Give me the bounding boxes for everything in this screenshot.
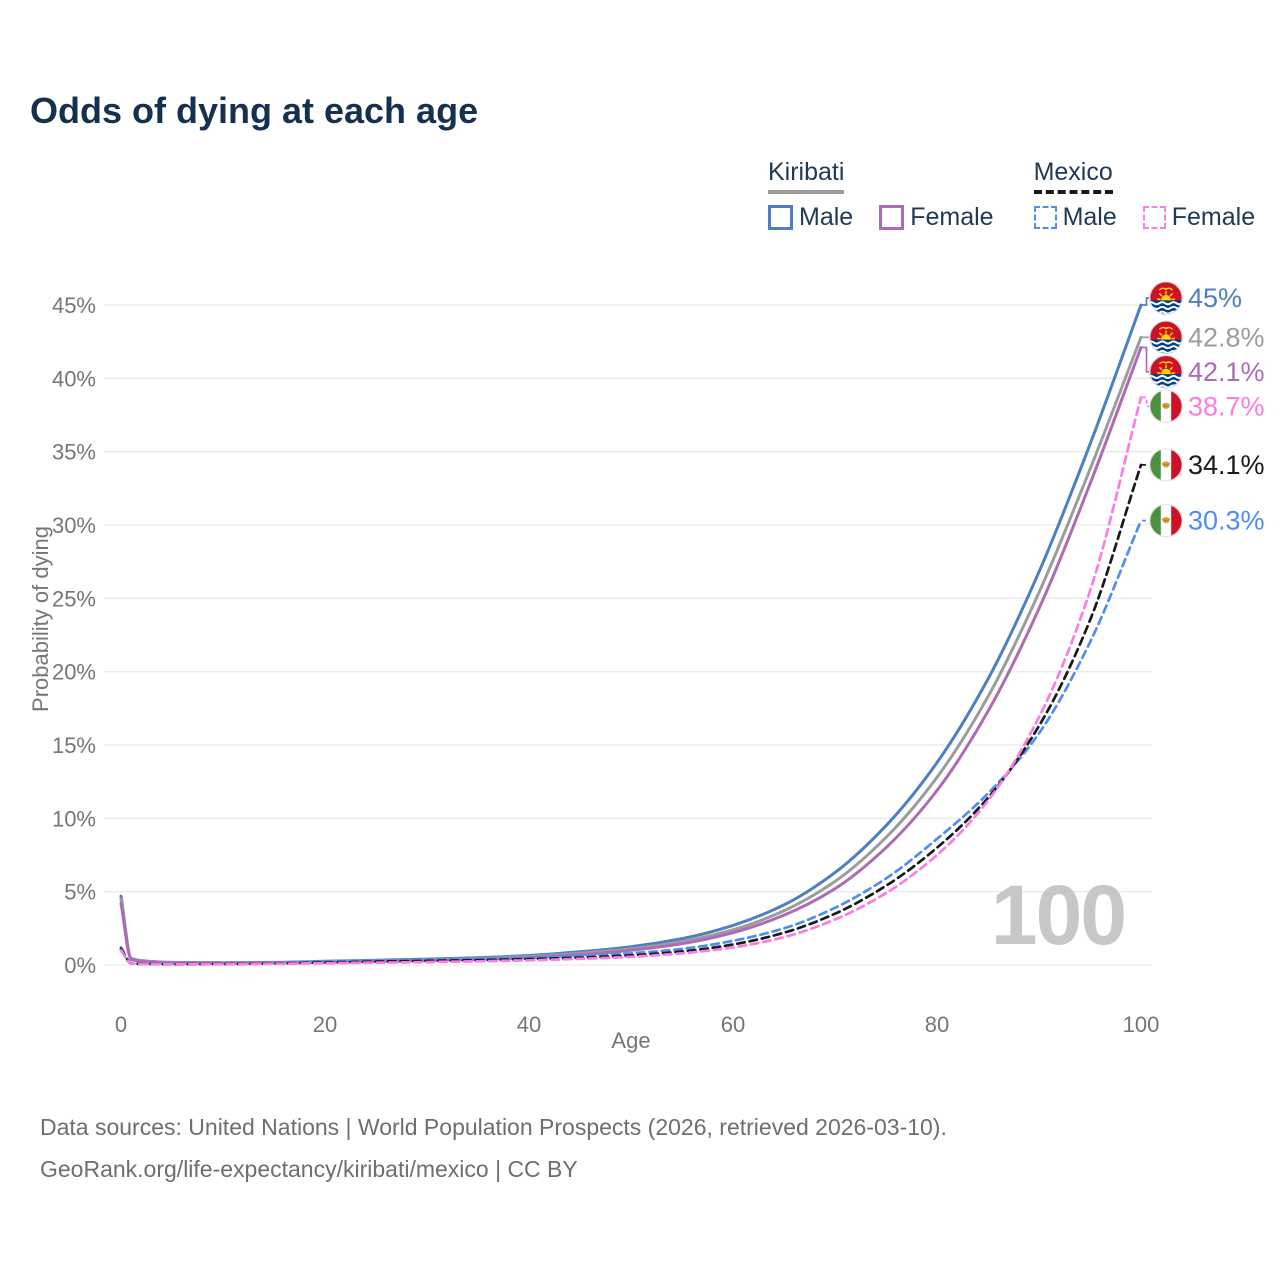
legend-group-mexico: Mexico Male Female [1033, 158, 1256, 232]
legend-item-label: Male [799, 203, 854, 231]
y-tick-label: 25% [52, 586, 96, 611]
y-tick-label: 5% [64, 880, 96, 905]
series-line-mexico-male[interactable] [119, 519, 1143, 966]
source-url-line: GeoRank.org/life-expectancy/kiribati/mex… [40, 1156, 578, 1182]
legend-item-mexico-female[interactable]: Female [1142, 203, 1256, 232]
x-tick-label: 100 [1123, 1012, 1160, 1037]
series-line-kiribati-female[interactable] [119, 346, 1143, 965]
series-lines [119, 303, 1143, 966]
y-tick-label: 0% [64, 953, 96, 978]
end-label-connector [1142, 396, 1149, 408]
x-tick-label: 60 [721, 1012, 745, 1037]
end-label-mexico-male: 30.3% [1188, 506, 1265, 536]
legend-item-label: Female [1171, 203, 1256, 231]
kiribati-flag-icon [1148, 281, 1183, 315]
mexico-flag-icon [1149, 389, 1183, 423]
legend-country-kiribati: Kiribati [768, 158, 845, 194]
mexico-flag-icon [1149, 448, 1183, 482]
end-label-mexico-female: 38.7% [1188, 391, 1265, 421]
kiribati-flag-icon [1148, 355, 1183, 389]
x-tick-label: 80 [925, 1012, 949, 1037]
footer-attribution: Data sources: United Nations | World Pop… [40, 1106, 947, 1190]
end-label-connector [1142, 346, 1149, 373]
x-tick-label: 20 [313, 1012, 337, 1037]
gridlines [104, 304, 1152, 966]
series-line-kiribati-both[interactable] [119, 335, 1143, 965]
y-tick-label: 15% [52, 733, 96, 758]
x-tick-label: 0 [115, 1012, 127, 1037]
legend-item-label: Female [910, 203, 994, 231]
y-tick-label: 30% [52, 513, 96, 538]
legend-item-kiribati-female[interactable]: Female [879, 203, 994, 232]
legend-item-label: Male [1062, 203, 1117, 231]
kiribati-flag-icon [1148, 320, 1183, 354]
axis-ticks: 0% 5% 10% 15% 20% 25% 30% 35% 40% 45% 0 20 40 60 80 100 [52, 293, 1159, 1037]
legend: Kiribati Male Female Mexico Male Female [768, 158, 1255, 232]
x-axis-title: Age [611, 1028, 650, 1053]
legend-item-mexico-male[interactable]: Male [1033, 203, 1117, 232]
x-tick-label: 40 [517, 1012, 541, 1037]
legend-item-kiribati-male[interactable]: Male [768, 203, 853, 232]
series-line-kiribati-male[interactable] [119, 303, 1143, 965]
series-line-mexico-female[interactable] [119, 396, 1143, 966]
data-sources-line: Data sources: United Nations | World Pop… [40, 1114, 947, 1140]
legend-country-mexico: Mexico [1033, 158, 1113, 194]
y-tick-label: 45% [52, 293, 96, 318]
legend-group-kiribati: Kiribati Male Female [768, 158, 994, 232]
mexico-female-swatch-icon [1142, 206, 1166, 229]
end-label-connector [1142, 297, 1149, 306]
end-label-kiribati-male: 45% [1188, 283, 1242, 313]
mexico-male-swatch-icon [1033, 206, 1057, 229]
series-line-mexico-both[interactable] [119, 463, 1143, 966]
kiribati-female-swatch-icon [879, 205, 905, 230]
kiribati-male-swatch-icon [768, 205, 793, 230]
y-tick-label: 20% [52, 660, 96, 685]
y-axis-title: Probability of dying [28, 526, 53, 712]
end-label-kiribati-both: 42.8% [1188, 322, 1265, 352]
end-label-mexico-both: 34.1% [1188, 450, 1265, 480]
mexico-flag-icon [1149, 504, 1183, 538]
end-labels: 45% 42.8% 42.1% 38.7% 34.1% 30.3% [1142, 281, 1265, 538]
y-tick-label: 35% [52, 440, 96, 465]
y-tick-label: 40% [52, 366, 96, 391]
age-watermark: 100 [991, 868, 1125, 962]
page-title: Odds of dying at each age [30, 90, 479, 131]
end-label-kiribati-female: 42.1% [1188, 357, 1265, 387]
y-tick-label: 10% [52, 806, 96, 831]
